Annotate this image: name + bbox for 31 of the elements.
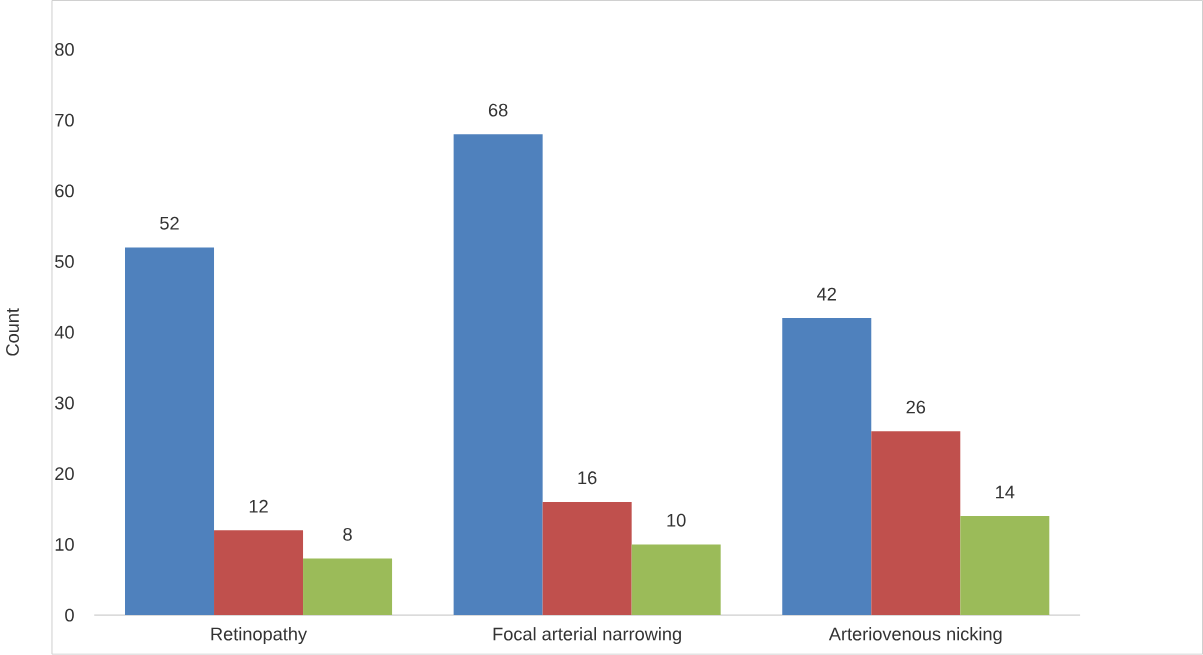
data-label: 10 [667, 513, 686, 527]
data-label: 42 [817, 287, 836, 301]
bar [214, 530, 304, 616]
data-label: 14 [996, 486, 1015, 499]
data-label: 12 [249, 499, 268, 513]
data-label: 16 [578, 471, 597, 485]
data-label: 8 [343, 528, 352, 541]
y-axis-title: Count [6, 308, 19, 356]
x-tick-label: Arteriovenous nicking [828, 627, 1002, 645]
bar [631, 544, 721, 616]
y-tick-label: 0 [65, 608, 74, 622]
y-tick-label: 80 [55, 43, 74, 56]
x-tick-label: Focal arterial narrowing [493, 627, 681, 645]
bar [960, 516, 1050, 616]
y-tick-label: 50 [55, 255, 74, 269]
data-label: 68 [488, 103, 508, 117]
data-label: 52 [160, 216, 179, 230]
y-tick-label: 20 [55, 467, 74, 481]
bar [871, 431, 961, 616]
y-tick-label: 10 [55, 538, 74, 551]
x-tick-label: Retinopathy [211, 627, 307, 645]
y-tick-label: 70 [55, 113, 74, 127]
bar [782, 318, 872, 616]
y-tick-label: 60 [55, 184, 74, 198]
data-label: 26 [906, 400, 926, 414]
bar [125, 247, 215, 616]
y-tick-label: 30 [55, 396, 74, 410]
bar [542, 502, 632, 616]
bar [453, 134, 543, 616]
y-tick-label: 40 [54, 325, 74, 339]
bar [303, 558, 393, 616]
